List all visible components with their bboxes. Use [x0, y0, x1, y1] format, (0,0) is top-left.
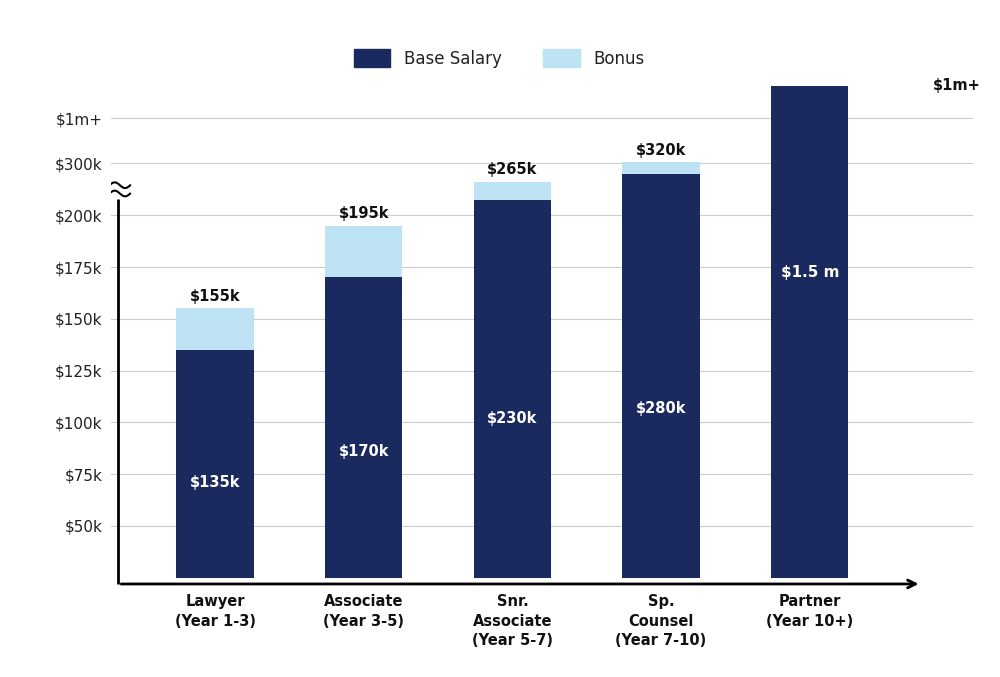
- Text: $265k: $265k: [487, 162, 538, 177]
- Bar: [176, 350, 254, 577]
- Text: $155k: $155k: [190, 289, 240, 305]
- Text: $195k: $195k: [338, 206, 389, 221]
- Bar: [622, 162, 700, 174]
- Bar: [176, 309, 254, 350]
- Text: $280k: $280k: [636, 401, 686, 416]
- Text: $135k: $135k: [190, 475, 240, 489]
- Bar: [771, 86, 848, 577]
- Text: $1m+: $1m+: [933, 79, 981, 93]
- Bar: [474, 200, 551, 577]
- Text: $230k: $230k: [487, 412, 538, 427]
- Legend: Base Salary, Bonus: Base Salary, Bonus: [347, 43, 651, 74]
- Text: $1.5 m: $1.5 m: [781, 265, 839, 280]
- Bar: [325, 225, 402, 278]
- Text: $320k: $320k: [636, 143, 686, 158]
- Text: $170k: $170k: [338, 444, 389, 459]
- Bar: [325, 278, 402, 577]
- Bar: [622, 174, 700, 577]
- Bar: [474, 181, 551, 200]
